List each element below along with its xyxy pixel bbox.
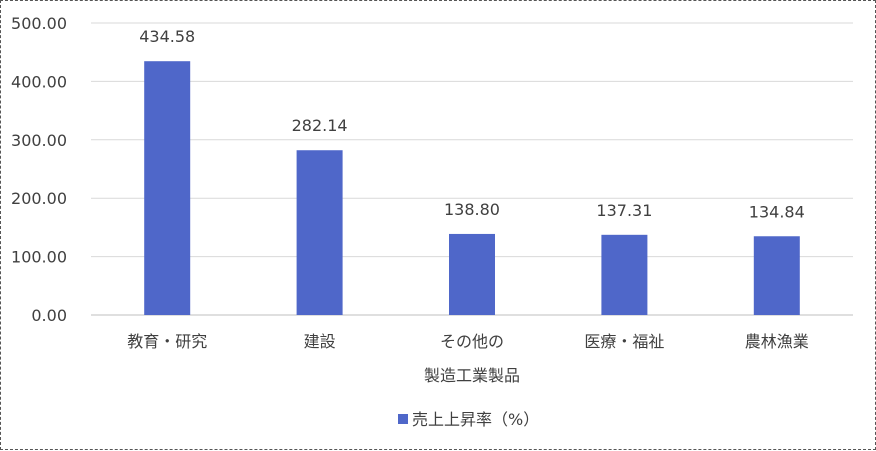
legend-swatch [398,414,408,424]
gridlines [91,22,853,316]
data-label: 137.31 [596,201,652,220]
y-tick-label: 400.00 [11,72,67,91]
category-label: 製造工業製品 [424,366,520,385]
bar [144,61,191,316]
category-label: 建設 [304,332,336,351]
y-axis-tick-labels: 0.00 100.00 200.00 300.00 400.00 500.00 [11,14,67,325]
category-label: その他の [440,332,504,351]
bar [296,150,343,315]
y-tick-label: 500.00 [11,14,67,33]
bar [601,234,648,315]
data-label: 282.14 [292,116,348,135]
legend: 売上上昇率（%） [398,410,539,429]
y-tick-label: 0.00 [31,306,67,325]
y-tick-label: 300.00 [11,131,67,150]
y-tick-label: 200.00 [11,189,67,208]
bar [753,236,800,315]
data-label: 134.84 [749,202,805,221]
legend-label: 売上上昇率（%） [412,410,539,429]
category-label: 教育・研究 [127,332,207,351]
category-label: 農林漁業 [745,332,809,351]
bar-series [144,61,800,316]
data-label: 138.80 [444,200,500,219]
data-labels: 434.58 282.14 138.80 137.31 134.84 [139,27,805,221]
bar [449,233,495,315]
category-label: 医療・福祉 [584,332,664,351]
y-tick-label: 100.00 [11,248,67,267]
data-label: 434.58 [139,27,195,46]
